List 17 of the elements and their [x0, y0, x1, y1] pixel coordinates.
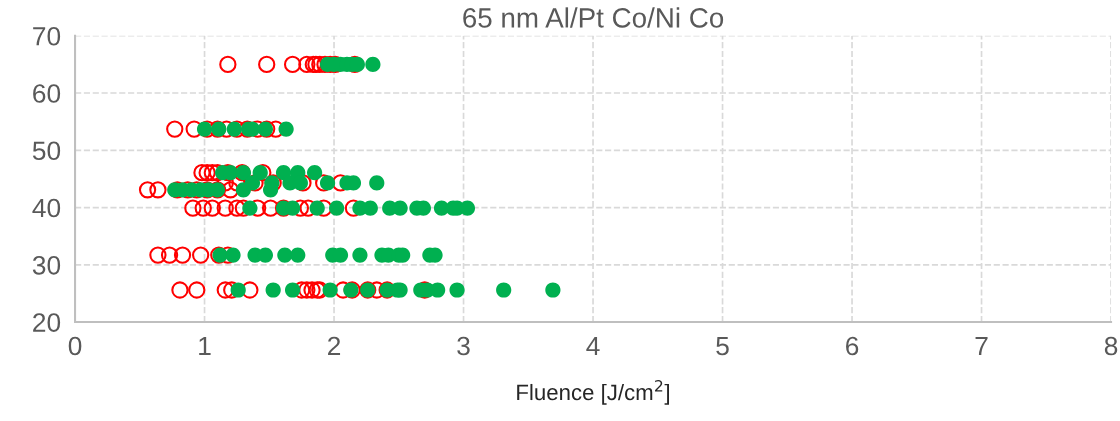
y-tick-label: 30	[32, 255, 61, 275]
x-tick-label: 7	[975, 336, 988, 356]
x-tick-label: 6	[846, 336, 859, 356]
x-tick-label: 3	[457, 336, 470, 356]
y-tick-label: 50	[32, 141, 61, 161]
y-tick-label: 70	[33, 26, 61, 46]
x-tick-label: 4	[586, 336, 600, 356]
x-tick-label: 5	[716, 336, 729, 356]
x-tick-label: 1	[199, 336, 211, 356]
y-tick-label: 60	[33, 84, 61, 103]
x-tick-label: 8	[1104, 336, 1118, 356]
chart-title: 65 nm Al/Pt Co/Ni Co	[463, 7, 724, 28]
y-tick-label: 20	[33, 313, 61, 332]
x-axis-title: Fluence [J/cm$^{2}$]	[517, 380, 669, 405]
x-tick-label: 0	[68, 336, 82, 356]
x-tick-label: 2	[328, 336, 341, 356]
y-tick-label: 40	[32, 198, 61, 218]
